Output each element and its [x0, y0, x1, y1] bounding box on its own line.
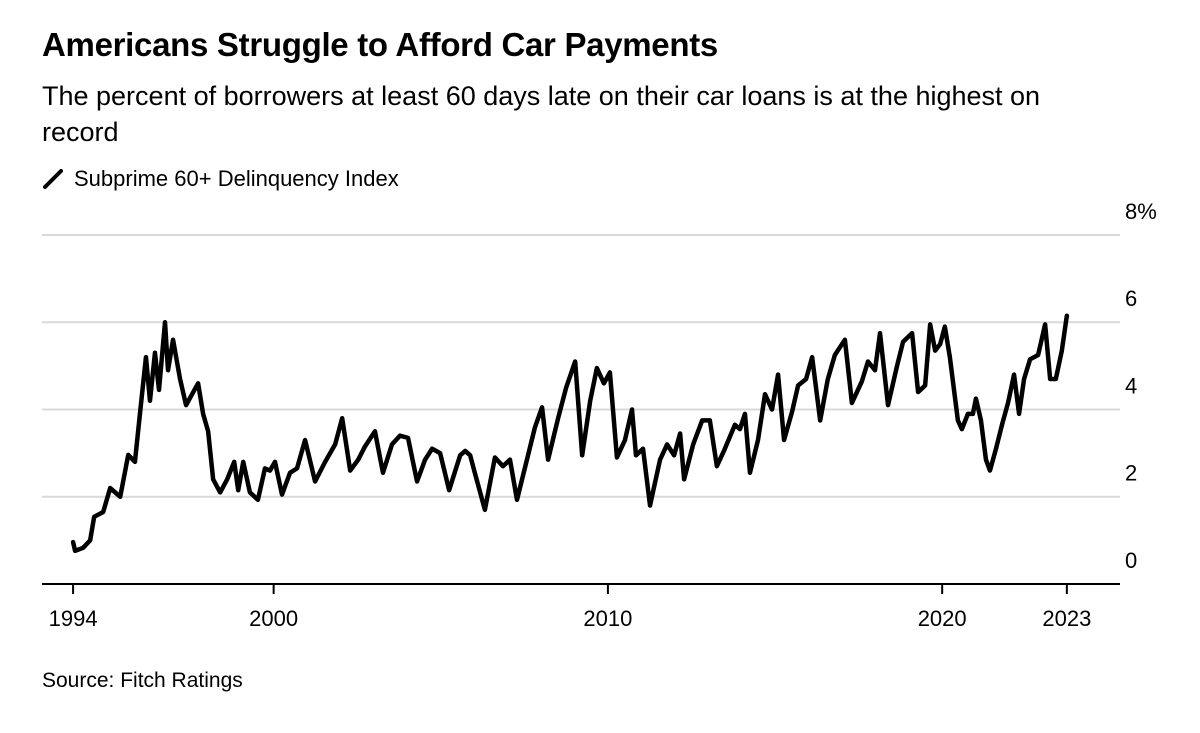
data-line: [70, 313, 1070, 554]
y-tick-label: 4: [1125, 373, 1137, 398]
x-tick-label: 2010: [583, 606, 632, 631]
legend: Subprime 60+ Delinquency Index: [42, 166, 399, 192]
x-tick-label: 2020: [918, 606, 967, 631]
x-tick-label: 2000: [249, 606, 298, 631]
legend-label: Subprime 60+ Delinquency Index: [74, 166, 399, 191]
legend-swatch: [43, 169, 63, 189]
chart-title: Americans Struggle to Afford Car Payment…: [42, 26, 718, 63]
y-tick-label: 2: [1125, 461, 1137, 486]
x-tick-label: 1994: [49, 606, 98, 631]
y-tick-label: 6: [1125, 286, 1137, 311]
source-note: Source: Fitch Ratings: [42, 669, 243, 692]
x-tick-label: 2023: [1042, 606, 1091, 631]
y-tick-label: 8%: [1125, 199, 1157, 224]
chart-subtitle: The percent of borrowers at least 60 day…: [42, 81, 1041, 147]
y-tick-label: 0: [1125, 548, 1137, 573]
